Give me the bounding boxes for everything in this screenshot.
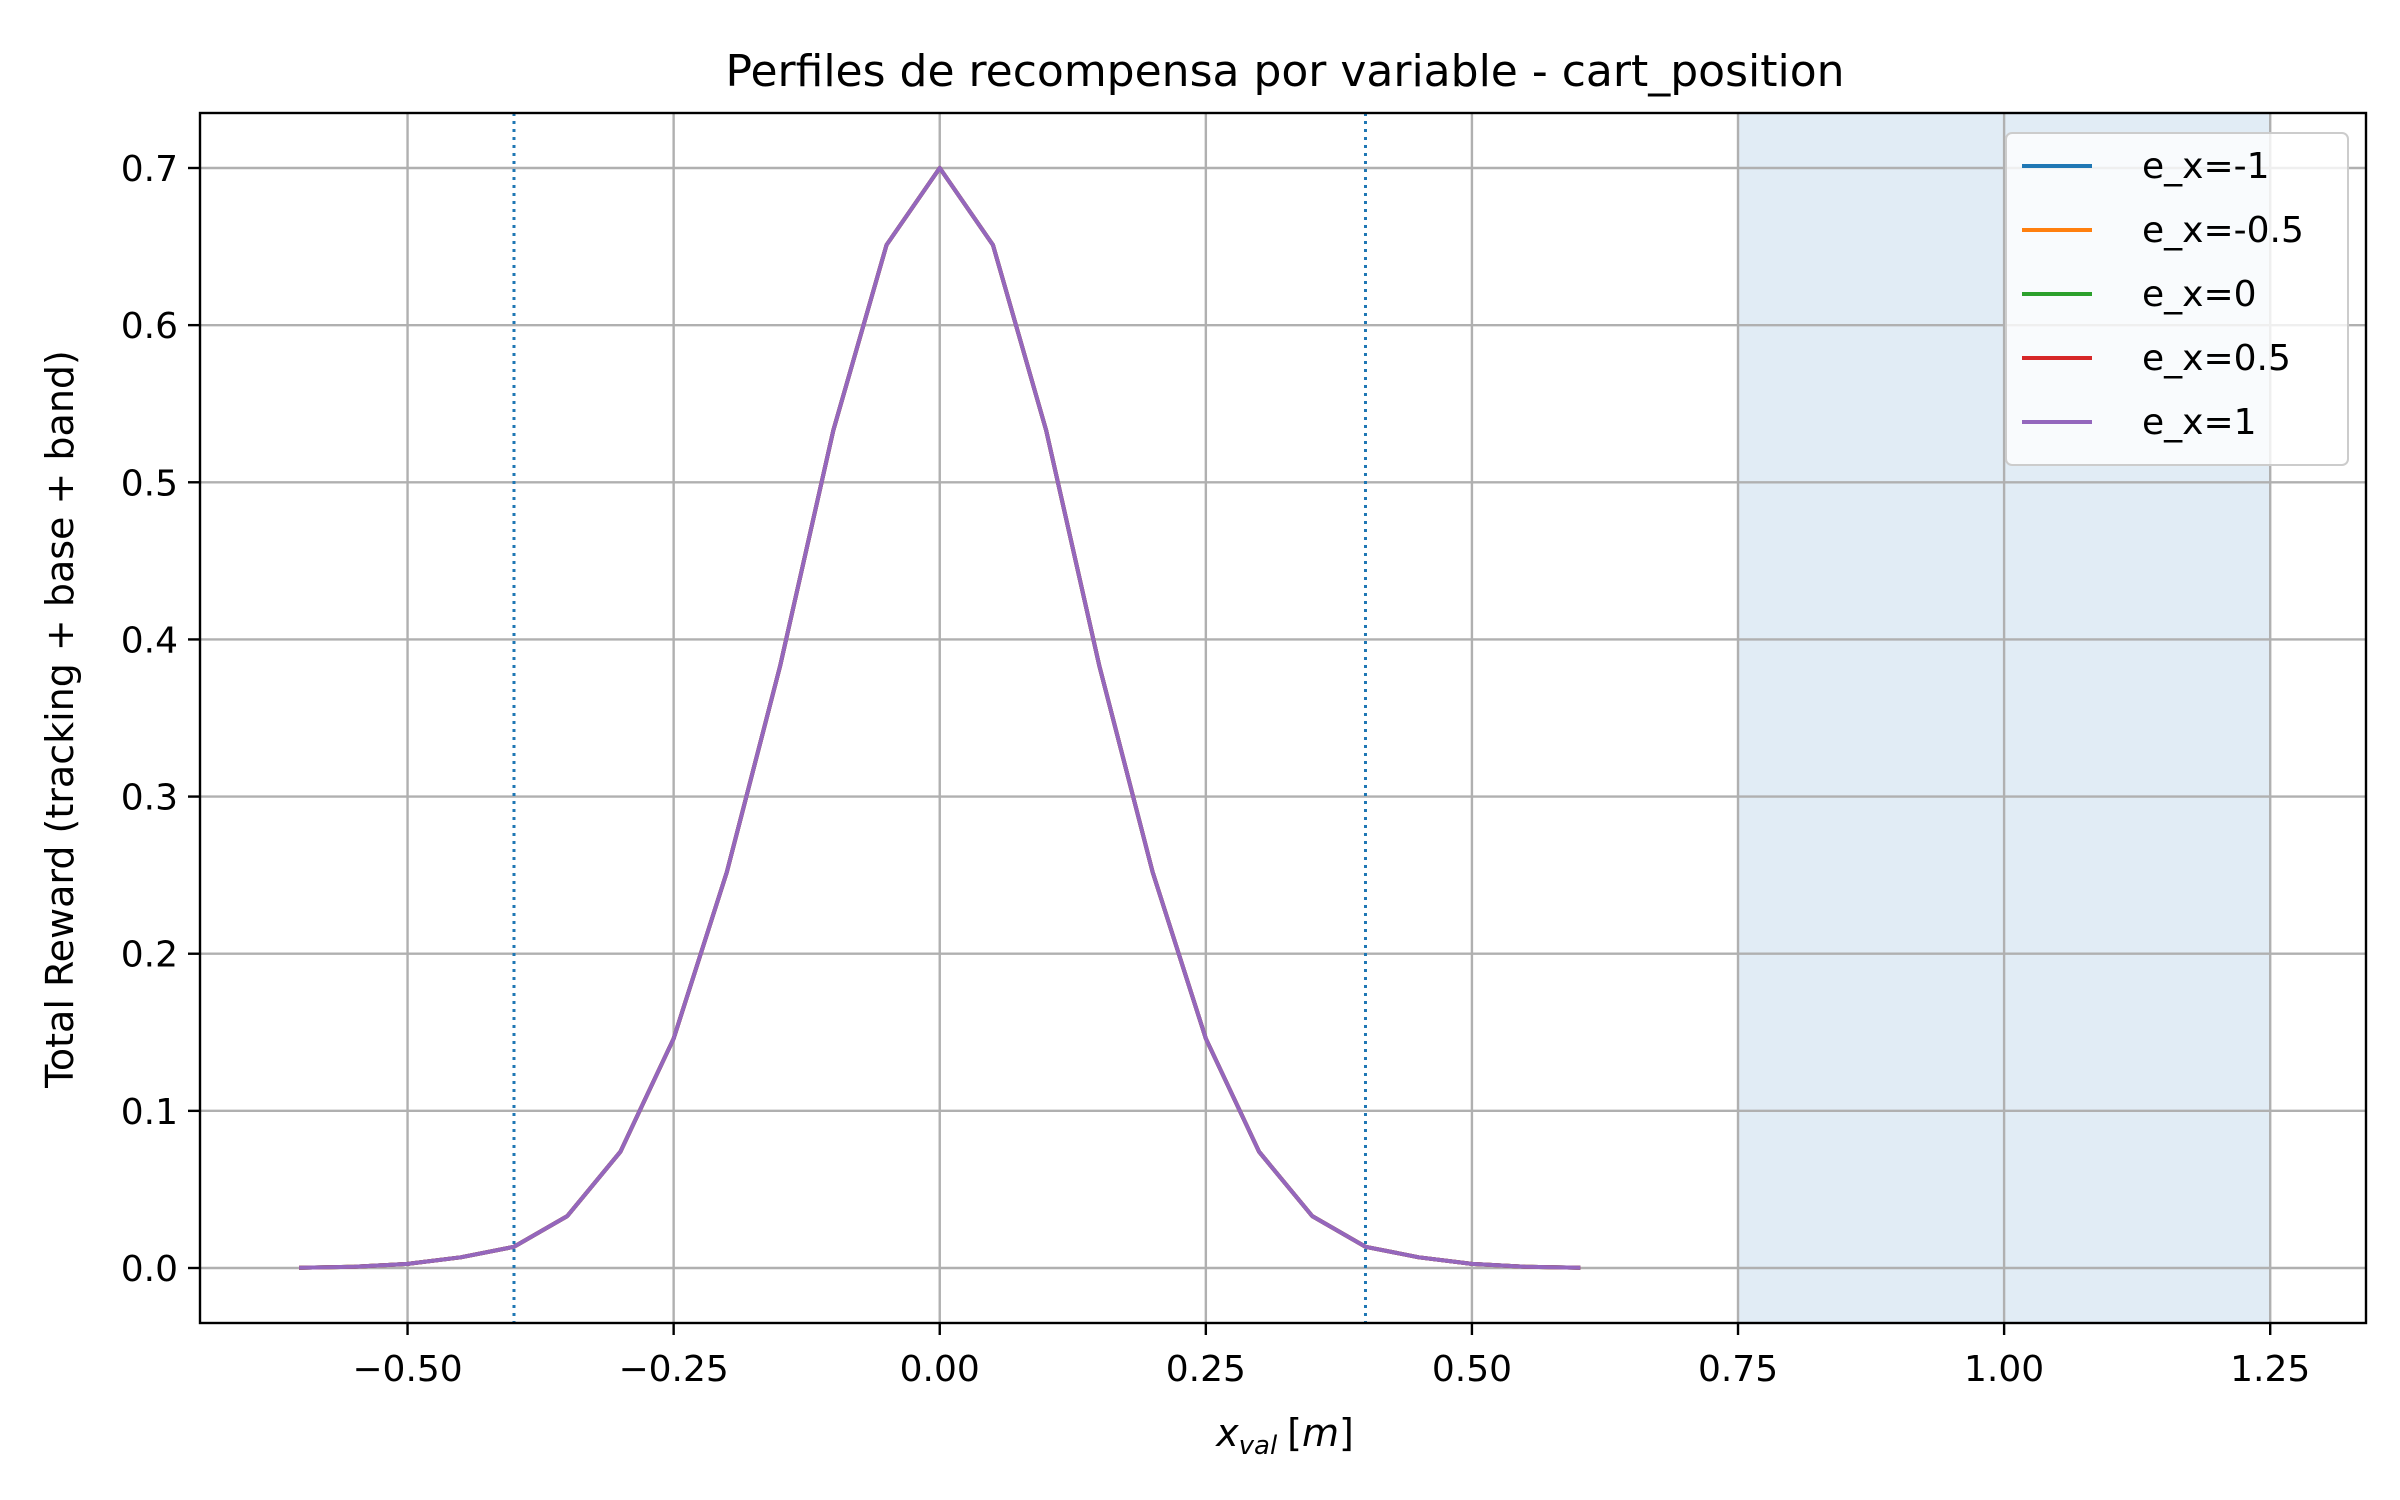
y-tick-label-7: 0.7 bbox=[121, 149, 178, 190]
x-tick-label-4: 0.50 bbox=[1432, 1349, 1512, 1390]
legend-label-e_x=1: e_x=1 bbox=[2142, 402, 2257, 443]
y-tick-label-5: 0.5 bbox=[121, 463, 178, 504]
x-tick-label-0: −0.50 bbox=[352, 1349, 462, 1390]
x-axis-label-subscript: val bbox=[1239, 1431, 1278, 1461]
chart-title: Perfiles de recompensa por variable - ca… bbox=[725, 46, 1844, 97]
y-tick-label-2: 0.2 bbox=[121, 935, 178, 976]
x-tick-label-1: −0.25 bbox=[618, 1349, 728, 1390]
x-tick-label-6: 1.00 bbox=[1964, 1349, 2044, 1390]
legend-label-e_x=0: e_x=0 bbox=[2142, 274, 2257, 315]
y-tick-label-1: 0.1 bbox=[121, 1092, 178, 1133]
legend-label-e_x=-0.5: e_x=-0.5 bbox=[2142, 210, 2304, 251]
x-tick-label-3: 0.25 bbox=[1166, 1349, 1246, 1390]
x-axis-label-unit: m bbox=[1302, 1411, 1339, 1455]
legend-frame bbox=[2005, 132, 2349, 466]
y-tick-label-6: 0.6 bbox=[121, 306, 178, 347]
legend: e_x=-1 e_x=-0.5 e_x=0 e_x=0.5 e_x=1 bbox=[2005, 132, 2349, 466]
series-line-e_x=1 bbox=[299, 166, 1581, 1270]
x-tick-label-5: 0.75 bbox=[1698, 1349, 1778, 1390]
x-axis-label-base: x bbox=[1215, 1411, 1239, 1455]
legend-label-e_x=-1: e_x=-1 bbox=[2142, 146, 2270, 187]
x-tick-label-7: 1.25 bbox=[2230, 1349, 2310, 1390]
x-axis-label-bracket-open: [ bbox=[1287, 1411, 1302, 1455]
y-axis-label: Total Reward (tracking + base + band) bbox=[38, 350, 82, 1089]
y-tick-label-3: 0.3 bbox=[121, 778, 178, 819]
y-tick-label-0: 0.0 bbox=[121, 1249, 178, 1290]
x-tick-label-2: 0.00 bbox=[900, 1349, 980, 1390]
x-axis-label-bracket-close: ] bbox=[1339, 1411, 1354, 1455]
legend-label-e_x=0.5: e_x=0.5 bbox=[2142, 338, 2291, 379]
axes-frame bbox=[198, 111, 2368, 1325]
x-axis-label: xval [m] bbox=[1215, 1411, 1354, 1461]
y-tick-label-4: 0.4 bbox=[121, 620, 178, 661]
